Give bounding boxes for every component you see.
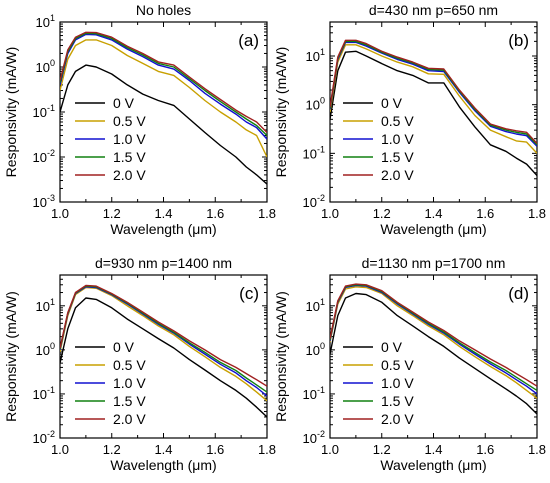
y-tick-label: 10-2 <box>303 429 325 446</box>
series-line-2p0V <box>60 284 267 387</box>
legend-label: 0.5 V <box>381 357 414 373</box>
y-tick-label: 10-1 <box>33 385 55 402</box>
series-line-1p5V <box>330 284 537 391</box>
series-line-2p0V <box>330 39 537 144</box>
x-tick-label: 1.8 <box>528 206 546 221</box>
x-tick-label: 1.6 <box>206 442 224 457</box>
y-tick-label: 10-1 <box>303 144 325 161</box>
x-tick-label: 1.8 <box>258 206 276 221</box>
x-axis-title: Wavelength (μm) <box>380 457 486 473</box>
x-tick-label: 1.6 <box>476 442 494 457</box>
y-tick-label: 101 <box>306 297 325 314</box>
panel-d: 1.0 1.2 1.4 1.6 1.8 10-2 10-1 100 101 Wavelength … <box>273 255 546 473</box>
legend-label: 0.5 V <box>381 113 414 129</box>
panel-b: 1.0 1.2 1.4 1.6 1.8 10-2 10-1 100 101 Wavelength … <box>273 2 546 237</box>
series-line-1p0V <box>330 41 537 147</box>
x-tick-label: 1.2 <box>103 206 121 221</box>
panel-title: No holes <box>136 2 191 18</box>
x-tick-label: 1.2 <box>373 206 391 221</box>
legend-label: 0 V <box>381 339 403 355</box>
panel-title: d=1130 nm p=1700 nm <box>362 255 506 271</box>
legend-label: 1.5 V <box>113 149 146 165</box>
y-tick-label: 100 <box>306 341 325 358</box>
y-tick-label: 10-2 <box>33 148 55 165</box>
y-tick-label: 10-1 <box>33 103 55 120</box>
x-tick-label: 1.4 <box>154 442 172 457</box>
y-tick-label: 100 <box>36 341 55 358</box>
y-axis-title: Responsivity (mA/W) <box>3 291 19 422</box>
series-line-0p5V <box>330 44 537 154</box>
series-line-1p5V <box>330 40 537 146</box>
y-tick-label: 10-3 <box>33 193 55 210</box>
panel-letter: (b) <box>508 31 529 50</box>
x-tick-label: 1.4 <box>154 206 172 221</box>
panel-title: d=930 nm p=1400 nm <box>95 255 232 271</box>
legend-label: 1.5 V <box>381 393 414 409</box>
panel-title: d=430 nm p=650 nm <box>369 2 498 18</box>
panel-letter: (c) <box>239 284 259 303</box>
series-line-2p0V <box>330 283 537 387</box>
legend-label: 1.5 V <box>381 149 414 165</box>
legend-label: 0.5 V <box>113 357 146 373</box>
series-line-0V <box>60 297 267 418</box>
legend-label: 2.0 V <box>381 167 414 183</box>
legend-label: 0 V <box>381 95 403 111</box>
x-tick-label: 1.0 <box>321 442 339 457</box>
y-axis-title: Responsivity (mA/W) <box>273 47 289 178</box>
panel-a: 1.0 1.2 1.4 1.6 1.8 10-3 10-2 10-1 100 101 Wavelen… <box>3 2 276 237</box>
legend-label: 1.5 V <box>113 393 146 409</box>
x-axis-title: Wavelength (μm) <box>380 221 486 237</box>
legend-label: 2.0 V <box>113 167 146 183</box>
y-tick-label: 101 <box>306 47 325 64</box>
x-tick-label: 1.4 <box>424 442 442 457</box>
legend-label: 1.0 V <box>113 375 146 391</box>
legend-label: 0.5 V <box>113 113 146 129</box>
x-tick-label: 1.0 <box>321 206 339 221</box>
x-tick-label: 1.6 <box>206 206 224 221</box>
y-tick-label: 10-2 <box>33 429 55 446</box>
plot-frame <box>329 274 538 439</box>
legend-label: 0 V <box>113 339 135 355</box>
panel-c: 1.0 1.2 1.4 1.6 1.8 10-2 10-1 100 101 Wavelength … <box>3 255 276 473</box>
x-tick-label: 1.0 <box>51 206 69 221</box>
series-line-0V <box>330 292 537 415</box>
legend-label: 2.0 V <box>381 411 414 427</box>
legend-label: 1.0 V <box>381 375 414 391</box>
plot-frame <box>59 274 268 439</box>
x-tick-label: 1.6 <box>476 206 494 221</box>
series-line-2p0V <box>60 31 267 133</box>
x-axis-title: Wavelength (μm) <box>110 221 216 237</box>
legend-label: 2.0 V <box>113 411 146 427</box>
panel-letter: (d) <box>508 284 529 303</box>
series-line-0p5V <box>60 39 267 158</box>
series-line-0p5V <box>330 286 537 399</box>
legend-label: 0 V <box>113 95 135 111</box>
x-tick-label: 1.8 <box>528 442 546 457</box>
x-tick-label: 1.4 <box>424 206 442 221</box>
y-axis-title: Responsivity (mA/W) <box>3 47 19 178</box>
y-axis-title: Responsivity (mA/W) <box>273 291 289 422</box>
y-tick-label: 10-1 <box>303 385 325 402</box>
y-tick-label: 101 <box>36 297 55 314</box>
y-tick-label: 100 <box>306 96 325 113</box>
panel-letter: (a) <box>238 31 259 50</box>
x-tick-label: 1.2 <box>103 442 121 457</box>
series-line-0V <box>330 50 537 176</box>
legend-label: 1.0 V <box>113 131 146 147</box>
x-tick-label: 1.2 <box>373 442 391 457</box>
x-axis-title: Wavelength (μm) <box>110 457 216 473</box>
series-line-1p0V <box>60 33 267 140</box>
y-tick-label: 100 <box>36 58 55 75</box>
y-tick-label: 10-2 <box>303 193 325 210</box>
series-line-0p5V <box>60 286 267 402</box>
series-line-0V <box>60 64 267 185</box>
x-tick-label: 1.0 <box>51 442 69 457</box>
legend-label: 1.0 V <box>381 131 414 147</box>
x-tick-label: 1.8 <box>258 442 276 457</box>
y-tick-label: 101 <box>36 13 55 30</box>
series-line-1p5V <box>60 32 267 137</box>
